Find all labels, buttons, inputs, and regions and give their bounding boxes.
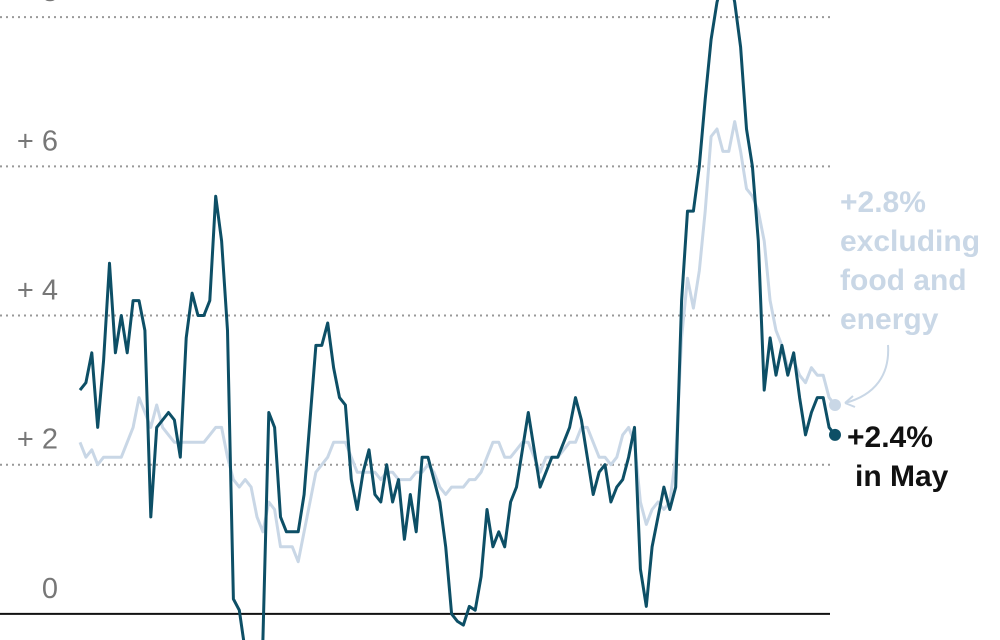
y-tick-label: + 4 xyxy=(17,275,58,307)
end-dot xyxy=(829,428,841,441)
annotation-line: +2.8% xyxy=(840,186,926,219)
arrow-head xyxy=(844,395,856,408)
series-line xyxy=(78,120,837,564)
y-tick-label: + 6 xyxy=(17,125,58,157)
annotation-line: excluding xyxy=(840,225,980,258)
annotation-line: +2.4% xyxy=(847,421,933,454)
annotation-line: energy xyxy=(840,303,939,336)
annotation: +2.4% in May xyxy=(847,421,949,493)
series-line xyxy=(78,0,837,640)
annotation: +2.8% excluding food and energy xyxy=(840,186,980,336)
y-tick-label: + 2 xyxy=(17,424,58,456)
y-tick-label: + 8 xyxy=(17,0,58,8)
y-tick-label: 0 xyxy=(42,573,58,605)
annotation-arrow xyxy=(844,344,890,404)
annotation-line: in May xyxy=(855,460,949,493)
annotation-line: food and xyxy=(840,264,967,297)
grid: 0 + 2 + 4 + 6 + 8 xyxy=(0,0,830,615)
end-dot xyxy=(829,399,841,412)
